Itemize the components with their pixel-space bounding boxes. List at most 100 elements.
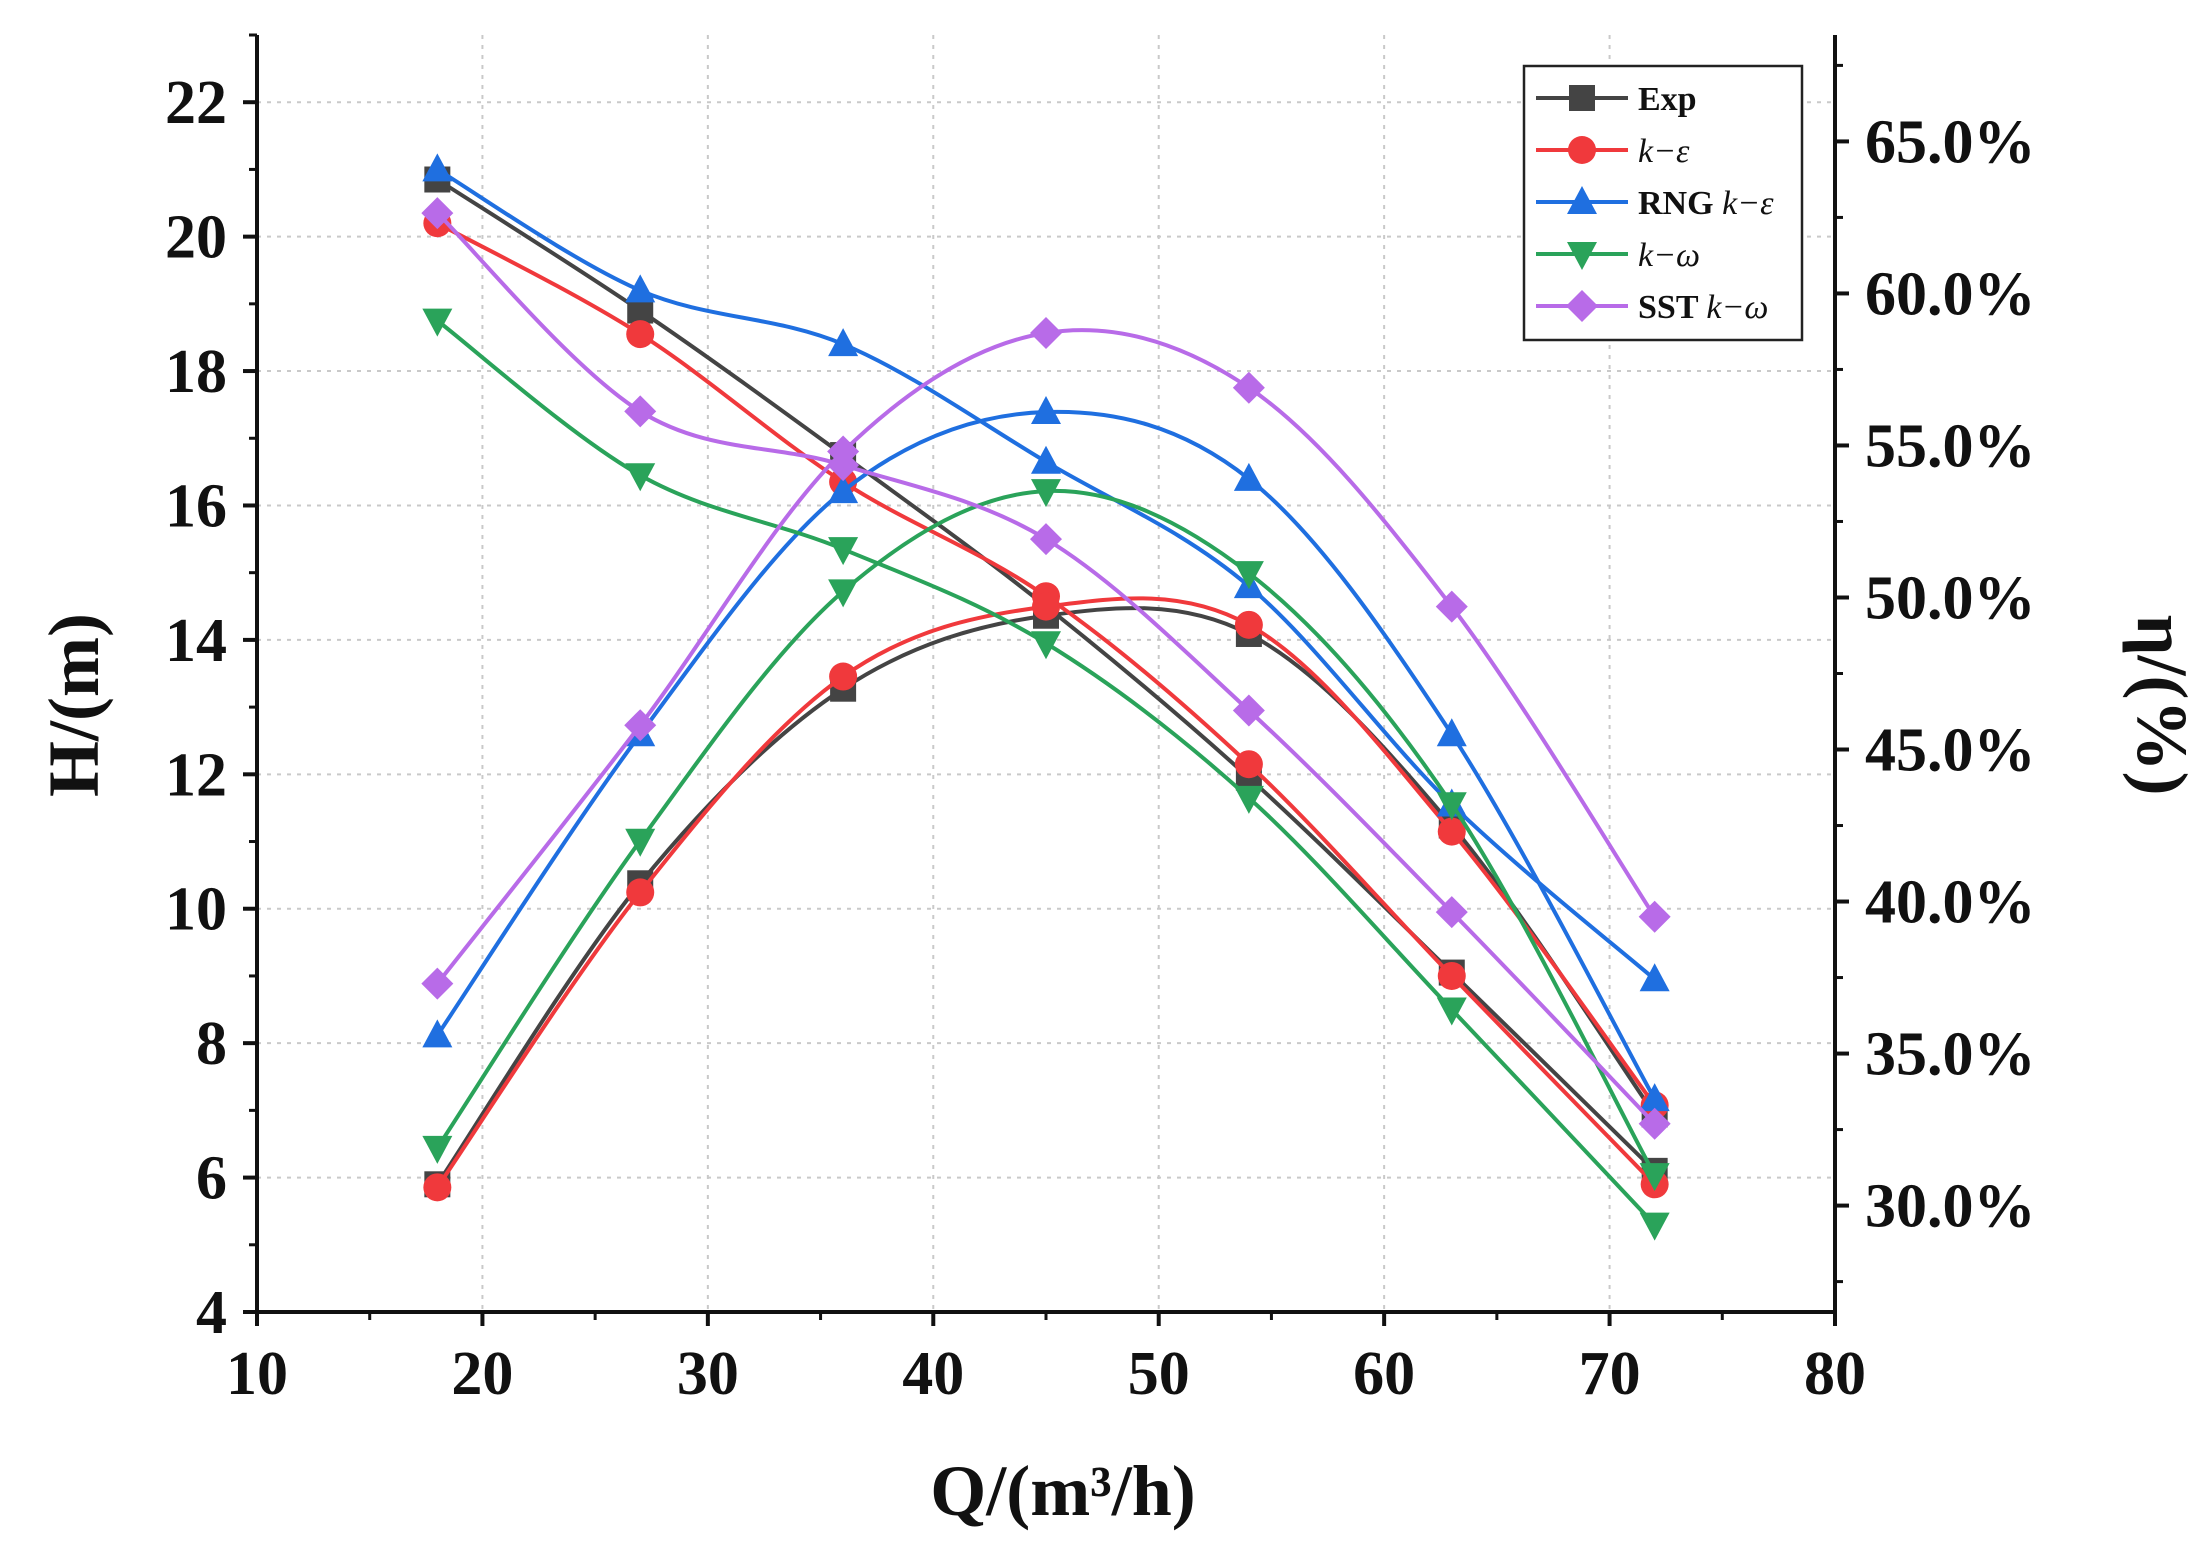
efficiency-point [1435,590,1468,623]
y-right-tick-label: 30.0% [1865,1173,2036,1241]
legend-marker [1569,85,1595,111]
legend-item: RNG k−ε [1536,185,1774,222]
head-point [1436,997,1467,1026]
x-tick-label: 70 [1579,1340,1641,1408]
y-left-tick-label: 10 [165,876,227,944]
efficiency-point [625,828,656,857]
y-left-tick-label: 14 [165,607,227,675]
efficiency-point [827,435,860,468]
x-tick-label: 40 [902,1340,964,1408]
head-point [422,153,453,182]
legend-label: SST k−ω [1638,289,1768,326]
head-point [625,463,656,492]
head-point [422,308,453,337]
y-left-tick-label: 18 [165,338,227,406]
head-point [626,320,655,349]
legend-marker [1566,290,1598,322]
y-left-tick-label: 16 [165,472,227,540]
legend-item: k−ε [1536,133,1690,170]
efficiency-point [1436,718,1467,747]
y-left-tick-label: 8 [196,1010,227,1078]
legend-item: k−ω [1536,237,1700,274]
head-point [1031,631,1061,660]
head-point [1234,750,1263,779]
y-right-axis-title: η/(%) [2122,615,2190,796]
head-point [1233,785,1264,814]
efficiency-point [1436,792,1467,821]
head-point [1435,896,1468,929]
x-tick-label: 20 [451,1340,513,1408]
head-point [1030,523,1062,556]
efficiency-point [1233,462,1264,491]
efficiency-point [1638,900,1671,933]
y-left-tick-label: 22 [165,69,227,137]
legend-marker [1567,242,1597,270]
series-triangle-down [422,308,1670,1241]
y-right-tick-label: 65.0% [1865,108,2036,176]
series-diamond [421,197,1671,1140]
y-left-tick-label: 6 [196,1145,227,1213]
efficiency-point [1030,316,1062,349]
legend-marker [1568,136,1596,164]
efficiency-point [828,579,859,608]
y-right-tick-label: 35.0% [1865,1021,2036,1089]
y-left-axis-title: H/(m) [34,613,114,797]
head-curve [436,221,1657,1186]
legend-label: Exp [1638,81,1697,118]
legend-label: RNG k−ε [1638,185,1774,222]
legend-marker [1567,186,1597,214]
efficiency-point [421,967,454,1000]
series-triangle-up [422,153,1670,1112]
y-right-tick-label: 40.0% [1865,869,2036,937]
head-point [1031,445,1061,474]
legend-item: SST k−ω [1536,289,1768,326]
legend: Exp k−ε RNG k−ε k−ω SST k−ω [1522,64,1804,342]
y-left-tick-label: 12 [165,741,227,809]
y-right-tick-label: 60.0% [1865,260,2036,328]
y-left-tick-label: 4 [196,1279,227,1347]
efficiency-point [828,475,859,504]
efficiency-point [1437,817,1466,846]
series-circle [423,209,1669,1202]
head-point [1639,963,1670,992]
legend-label: k−ω [1638,237,1700,274]
x-tick-label: 80 [1804,1340,1866,1408]
head-curve [435,211,1657,1126]
efficiency-point [1032,592,1060,621]
x-tick-label: 60 [1353,1340,1415,1408]
efficiency-curve [435,606,1657,1186]
efficiency-point [624,709,657,742]
efficiency-point [626,878,655,907]
y-right-tick-label: 55.0% [1865,412,2036,480]
data-series [421,153,1671,1241]
efficiency-point [423,1173,452,1202]
head-point [1232,694,1265,727]
head-point [624,395,657,428]
efficiency-point [1233,561,1264,590]
efficiency-point [1639,1163,1670,1192]
y-right-tick-label: 45.0% [1865,717,2036,785]
axes: 10 20 30 40 50 60 70 80 4 6 8 10 12 14 16 18 20 22 30.0% 35… [165,33,2036,1408]
efficiency-point [1031,396,1061,425]
legend-label: k−ε [1638,133,1690,170]
head-point [1638,1107,1671,1140]
efficiency-curve [435,596,1657,1189]
efficiency-point [1031,479,1061,508]
efficiency-point [422,1019,453,1048]
head-point [1437,961,1466,990]
x-tick-label: 10 [226,1340,288,1408]
head-point [828,328,859,357]
efficiency-point [1232,371,1265,404]
legend-item: Exp [1536,81,1697,118]
head-point [421,197,454,230]
y-right-tick-label: 50.0% [1865,564,2036,632]
y-left-tick-label: 20 [165,204,227,272]
x-tick-label: 30 [677,1340,739,1408]
efficiency-point [1234,610,1263,639]
head-point [625,274,656,303]
x-axis-title: Q/(m³/h) [930,1451,1196,1531]
efficiency-point [829,662,858,691]
efficiency-point [422,1135,453,1164]
efficiency-point [1639,1083,1670,1112]
